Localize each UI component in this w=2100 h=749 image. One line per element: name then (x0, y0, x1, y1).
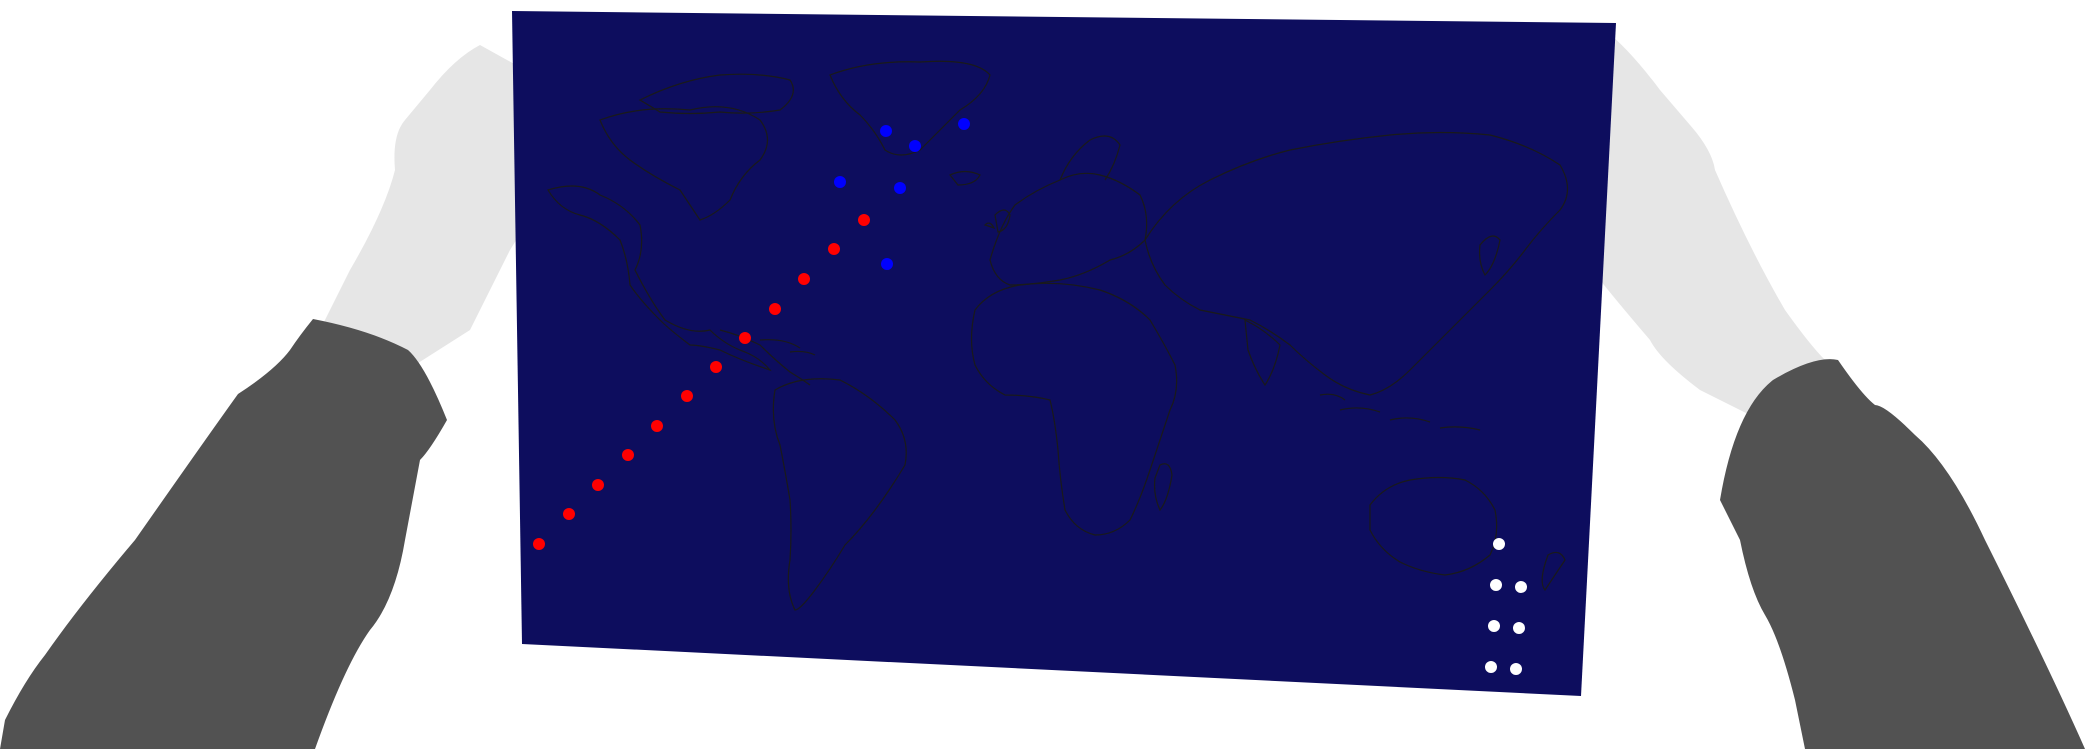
white-marker (1493, 538, 1505, 550)
map-background (512, 11, 1616, 696)
arctic-islands-outline (638, 73, 794, 115)
africa-outline (970, 282, 1178, 536)
blue-marker (881, 258, 893, 270)
caribbean-outline (759, 339, 816, 356)
madagascar-outline (1153, 463, 1173, 512)
red-marker (533, 538, 545, 550)
asia-outline (1144, 131, 1569, 396)
red-marker (681, 390, 693, 402)
world-map (512, 11, 1616, 696)
red-marker (622, 449, 634, 461)
south-america-outline (772, 378, 907, 611)
australia-outline (1369, 476, 1498, 576)
blue-markers (834, 118, 970, 270)
scandinavia-outline (1059, 135, 1121, 181)
india-outline (1244, 318, 1281, 387)
red-marker (739, 332, 751, 344)
white-marker (1513, 622, 1525, 634)
red-marker (710, 361, 722, 373)
red-marker (563, 508, 575, 520)
white-marker (1510, 663, 1522, 675)
blue-marker (958, 118, 970, 130)
left-glove (315, 45, 525, 400)
blue-marker (834, 176, 846, 188)
red-marker (592, 479, 604, 491)
red-marker (858, 214, 870, 226)
red-marker (828, 243, 840, 255)
greenland-outline (829, 60, 991, 156)
canada-arctic-outline (599, 106, 769, 221)
iceland-outline (949, 170, 981, 186)
red-marker (798, 273, 810, 285)
southeast-asia-islands-outline (1319, 393, 1481, 431)
white-marker (1515, 581, 1527, 593)
white-markers (1485, 538, 1527, 675)
blue-marker (880, 125, 892, 137)
white-marker (1485, 661, 1497, 673)
british-isles-outline (983, 209, 1011, 233)
right-glove (1590, 30, 1825, 420)
north-america-outline (547, 185, 772, 372)
left-sleeve (0, 319, 447, 749)
red-marker (651, 420, 663, 432)
white-marker (1490, 579, 1502, 591)
red-marker (769, 303, 781, 315)
coastlines (547, 60, 1569, 611)
right-sleeve (1720, 359, 2085, 749)
white-marker (1488, 620, 1500, 632)
new-zealand-outline (1541, 551, 1566, 591)
red-markers (533, 214, 870, 550)
japan-outline (1478, 235, 1501, 276)
blue-marker (894, 182, 906, 194)
blue-marker (909, 140, 921, 152)
